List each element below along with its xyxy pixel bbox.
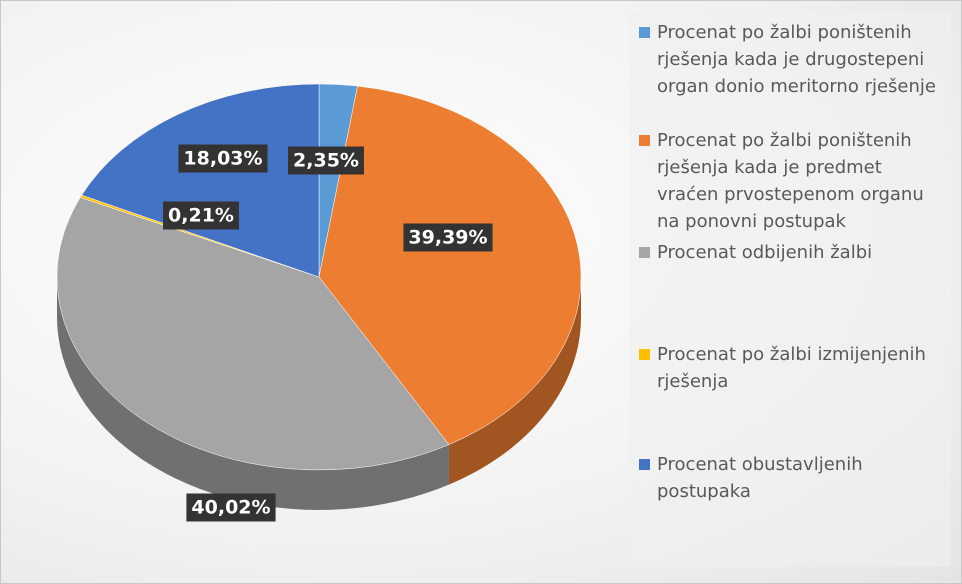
data-label-box bbox=[178, 144, 268, 173]
slice bbox=[318, 85, 582, 445]
data-label-text: 40,02% bbox=[191, 497, 270, 519]
legend-item: Procenat obustavljenih postupaka bbox=[635, 451, 947, 505]
legend-item: Procenat po žalbi poništenih rješenja ka… bbox=[635, 19, 947, 100]
data-label-box bbox=[186, 493, 276, 522]
legend-label: Procenat po žalbi poništenih rješenja ka… bbox=[657, 130, 924, 232]
legend-marker bbox=[639, 459, 650, 470]
data-label: 18,03% bbox=[178, 144, 268, 173]
legend-item: Procenat po žalbi poništenih rješenja ka… bbox=[635, 127, 947, 235]
legend-label: Procenat po žalbi poništenih rješenja ka… bbox=[657, 22, 936, 97]
slice bbox=[81, 83, 320, 278]
legend-marker bbox=[639, 349, 650, 360]
data-label-text: 0,21% bbox=[168, 205, 234, 227]
slice-side bbox=[448, 277, 581, 485]
slice-side bbox=[57, 277, 449, 510]
data-label-text: 2,35% bbox=[293, 150, 359, 172]
legend-marker bbox=[639, 247, 650, 258]
data-label: 0,21% bbox=[163, 201, 239, 230]
legend-marker bbox=[639, 27, 650, 38]
legend-item: Procenat po žalbi izmijenjenih rješenja bbox=[635, 341, 947, 395]
data-label: 39,39% bbox=[403, 223, 493, 252]
legend-item: Procenat odbijenih žalbi bbox=[635, 239, 947, 266]
slice bbox=[56, 197, 450, 471]
legend-label: Procenat odbijenih žalbi bbox=[657, 242, 873, 263]
data-label: 2,35% bbox=[288, 146, 364, 175]
data-label-box bbox=[288, 146, 364, 175]
legend-label: Procenat po žalbi izmijenjenih rješenja bbox=[657, 344, 926, 392]
data-label-box bbox=[163, 201, 239, 230]
legend-label: Procenat obustavljenih postupaka bbox=[657, 454, 863, 502]
data-label: 40,02% bbox=[186, 493, 276, 522]
legend: Procenat po žalbi poništenih rješenja ka… bbox=[629, 11, 951, 567]
data-label-text: 39,39% bbox=[408, 227, 487, 249]
legend-marker bbox=[639, 135, 650, 146]
data-label-text: 18,03% bbox=[183, 148, 262, 170]
data-label-box bbox=[403, 223, 493, 252]
